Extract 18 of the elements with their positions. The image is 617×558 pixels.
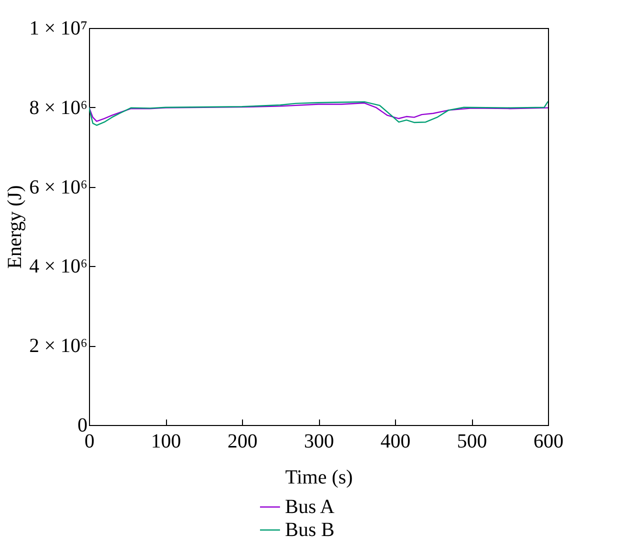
x-tick-label: 100 (151, 430, 181, 452)
x-tick-label: 300 (304, 430, 334, 452)
y-tick-label: 6 × 10⁶ (29, 176, 88, 198)
x-tick-label: 500 (457, 430, 487, 452)
x-tick-label: 400 (380, 430, 410, 452)
y-tick-label: 1 × 10⁷ (29, 18, 88, 40)
y-axis-title: Energy (J) (4, 185, 26, 269)
legend-label: Bus A (285, 496, 336, 518)
line-series (89, 100, 548, 126)
x-axis-title: Time (s) (285, 466, 353, 488)
y-tick-label: 2 × 10⁶ (29, 335, 88, 358)
x-tick-label: 600 (534, 430, 564, 452)
y-tick-label: 0 (78, 414, 88, 436)
x-tick-label: 200 (228, 430, 258, 452)
y-tick-label: 8 × 10⁶ (29, 96, 88, 119)
legend-label: Bus B (285, 519, 334, 541)
line-series (89, 102, 548, 122)
y-tick-label: 4 × 10⁶ (29, 256, 88, 278)
